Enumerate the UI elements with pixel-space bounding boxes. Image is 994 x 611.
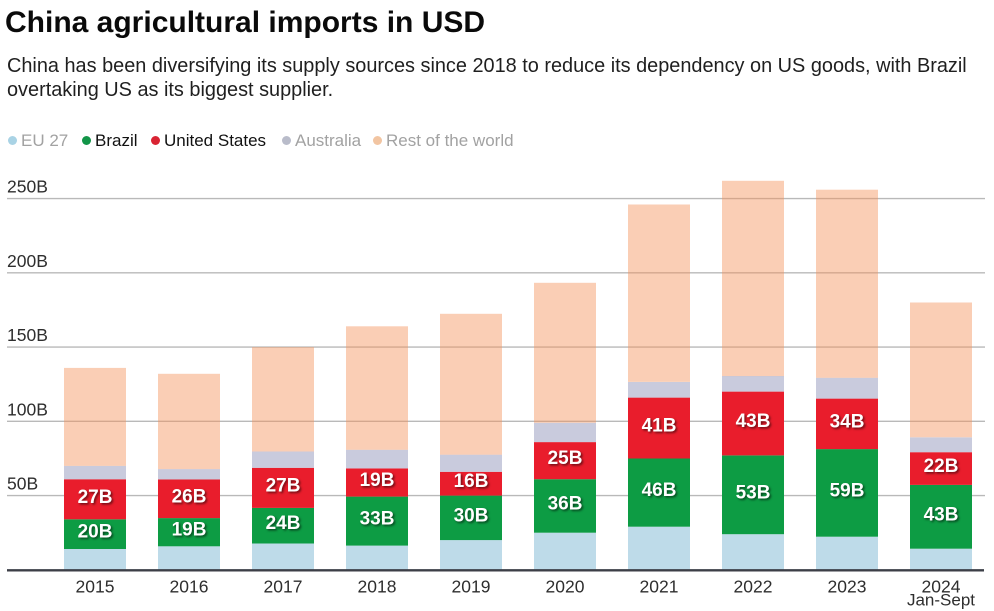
svg-text:200B: 200B xyxy=(7,251,48,271)
svg-text:41B: 41B xyxy=(642,416,677,437)
svg-text:59B: 59B xyxy=(830,480,865,501)
svg-text:25B: 25B xyxy=(548,448,583,469)
svg-text:46B: 46B xyxy=(642,480,677,501)
svg-text:34B: 34B xyxy=(830,411,865,432)
svg-text:2017: 2017 xyxy=(264,577,303,597)
svg-text:43B: 43B xyxy=(924,504,959,525)
svg-text:2021: 2021 xyxy=(640,577,679,597)
svg-text:27B: 27B xyxy=(78,487,113,508)
svg-text:19B: 19B xyxy=(360,470,395,491)
svg-text:2015: 2015 xyxy=(76,577,115,597)
svg-text:2023: 2023 xyxy=(828,577,867,597)
svg-text:50B: 50B xyxy=(7,474,38,494)
svg-text:Jan-Sept: Jan-Sept xyxy=(907,591,975,610)
svg-text:2022: 2022 xyxy=(734,577,773,597)
svg-text:250B: 250B xyxy=(7,177,48,197)
svg-text:36B: 36B xyxy=(548,494,583,515)
svg-text:22B: 22B xyxy=(924,456,959,477)
svg-text:20B: 20B xyxy=(78,522,113,543)
svg-text:24B: 24B xyxy=(266,513,301,534)
svg-text:27B: 27B xyxy=(266,475,301,496)
svg-text:2024: 2024 xyxy=(922,577,961,597)
svg-text:19B: 19B xyxy=(172,520,207,541)
svg-text:2016: 2016 xyxy=(170,577,209,597)
svg-text:16B: 16B xyxy=(454,471,489,492)
svg-text:2018: 2018 xyxy=(358,577,397,597)
svg-text:100B: 100B xyxy=(7,399,48,419)
svg-text:43B: 43B xyxy=(736,411,771,432)
svg-text:150B: 150B xyxy=(7,325,48,345)
svg-text:30B: 30B xyxy=(454,505,489,526)
svg-text:2019: 2019 xyxy=(452,577,491,597)
svg-text:26B: 26B xyxy=(172,486,207,507)
svg-text:53B: 53B xyxy=(736,482,771,503)
svg-text:33B: 33B xyxy=(360,509,395,530)
svg-text:2020: 2020 xyxy=(546,577,585,597)
